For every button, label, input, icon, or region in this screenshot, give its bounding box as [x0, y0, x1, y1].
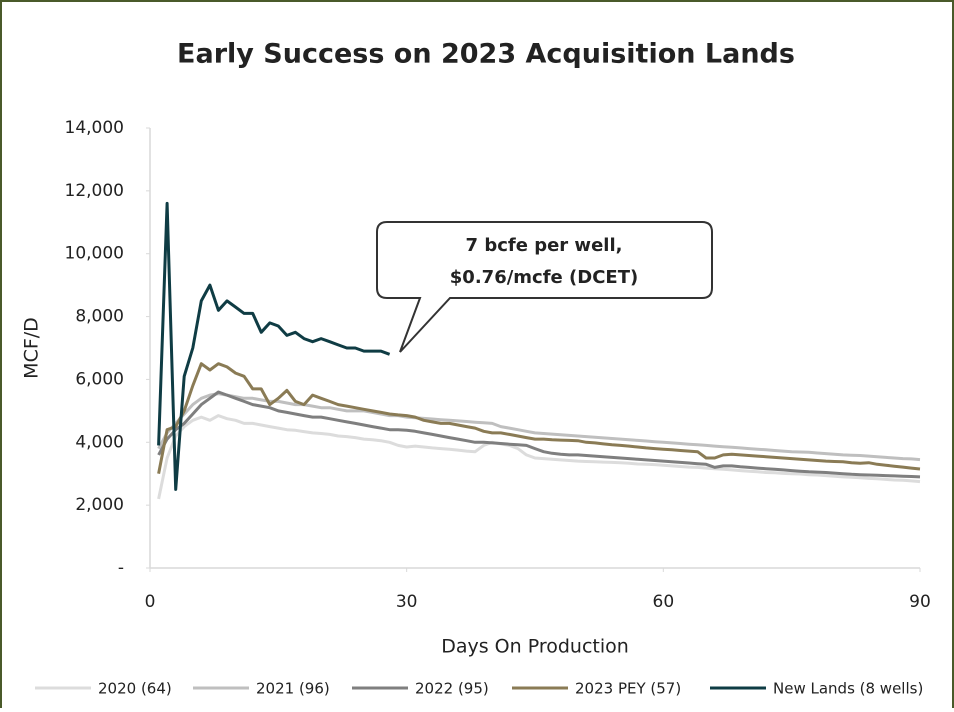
x-tick-label: 0 [145, 592, 156, 612]
annotation: 7 bcfe per well, $0.76/mcfe (DCET) [376, 221, 713, 353]
x-tick-label: 90 [909, 592, 931, 612]
legend-item: New Lands (8 wells) [710, 680, 923, 698]
legend-item: 2020 (64) [35, 680, 172, 698]
series-line [157, 414, 921, 500]
y-tick-label: - [118, 558, 124, 578]
y-tick-label: 8,000 [75, 307, 124, 327]
series-line [157, 392, 921, 462]
legend-label: 2023 PEY (57) [575, 680, 681, 698]
y-tick-label: 6,000 [75, 369, 124, 389]
x-axis-title: Days On Production [441, 636, 629, 658]
y-tick-label: 14,000 [65, 118, 124, 138]
legend-item: 2023 PEY (57) [512, 680, 681, 698]
x-tick-label: 30 [396, 592, 418, 612]
legend-label: 2020 (64) [98, 680, 172, 698]
legend-item: 2022 (95) [352, 680, 489, 698]
legend-item: 2021 (96) [193, 680, 330, 698]
y-axis-title: MCF/D [21, 317, 43, 379]
y-tick-label: 4,000 [75, 432, 124, 452]
annotation-line: 7 bcfe per well, [466, 235, 623, 256]
x-tick-label: 60 [653, 592, 675, 612]
callout-box [376, 221, 713, 353]
legend-label: 2022 (95) [415, 680, 489, 698]
y-tick-label: 12,000 [65, 181, 124, 201]
series-line [157, 201, 391, 491]
y-tick-label: 2,000 [75, 495, 124, 515]
series-line [157, 362, 921, 474]
legend-label: New Lands (8 wells) [773, 680, 923, 698]
legend-label: 2021 (96) [256, 680, 330, 698]
annotation-line: $0.76/mcfe (DCET) [450, 267, 638, 288]
chart-title: Early Success on 2023 Acquisition Lands [177, 39, 795, 70]
y-tick-label: 10,000 [65, 244, 124, 264]
series-line [157, 390, 921, 479]
